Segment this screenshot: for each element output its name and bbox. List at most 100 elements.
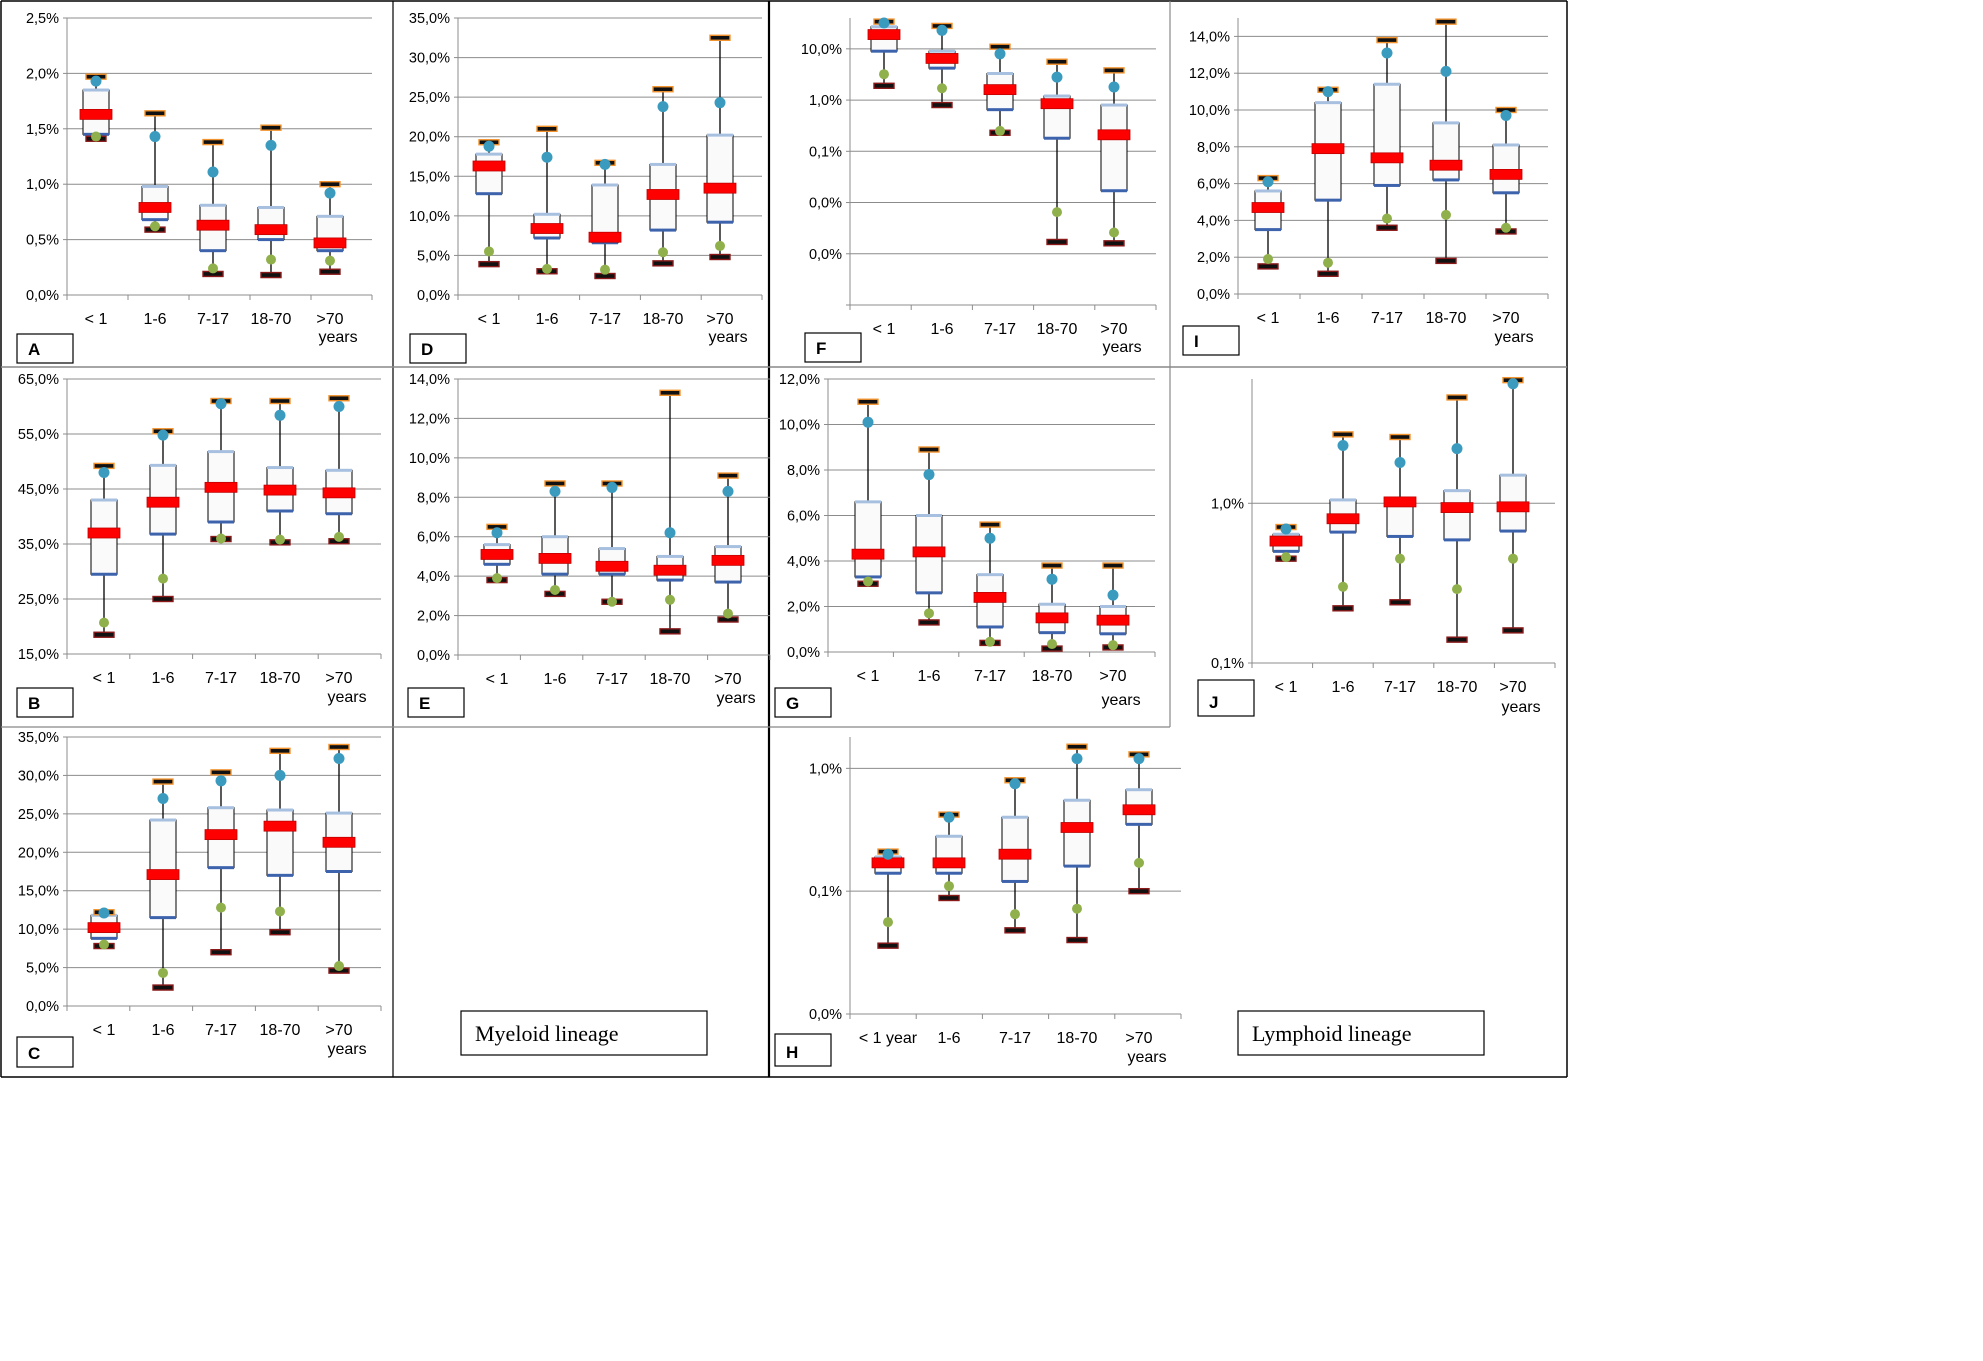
- q1-marker: [936, 871, 962, 875]
- q3-marker: [707, 133, 733, 137]
- panel-letter-box: [16, 687, 74, 718]
- p5-point: [1382, 213, 1392, 224]
- panel-letter-box: [16, 1036, 74, 1068]
- q1-marker: [326, 870, 352, 873]
- x-unit-label: years: [1101, 692, 1140, 709]
- x-unit-label: years: [327, 689, 366, 706]
- p95-point: [207, 166, 219, 178]
- box-3: [1370, 36, 1404, 231]
- y-tick-label: 0,1%: [809, 144, 842, 160]
- box-5: [322, 743, 356, 974]
- p5-point: [1508, 553, 1518, 564]
- y-tick-label: 0,1%: [809, 884, 842, 900]
- p95-point: [1500, 110, 1512, 122]
- x-unit-label: years: [1127, 1049, 1166, 1066]
- median-bar: [588, 231, 622, 243]
- x-category-label: >70: [1100, 321, 1127, 338]
- q1-marker: [1433, 178, 1459, 182]
- x-category-label: 18-70: [1426, 310, 1467, 327]
- q1-marker: [1500, 529, 1526, 533]
- q1-marker: [1101, 189, 1127, 193]
- y-tick-label: 4,0%: [1197, 213, 1230, 229]
- min-cap: [260, 271, 282, 279]
- x-category-label: 18-70: [1037, 321, 1078, 338]
- panel-f: 0,0% 0,0% 0,1% 1,0% 10,0% < 1 1-6 7-17 18-70 >70y…: [801, 17, 1157, 363]
- y-tick-label: 35,0%: [409, 11, 450, 27]
- x-category-label: 1-6: [151, 670, 174, 687]
- x-category-label: 1-6: [930, 321, 953, 338]
- p95-point: [149, 131, 161, 143]
- box-2: [1311, 86, 1345, 277]
- max-cap: [202, 138, 224, 146]
- min-cap: [319, 268, 341, 275]
- p95-point: [1108, 81, 1120, 93]
- q1-marker: [1255, 228, 1281, 232]
- q1-marker: [484, 562, 510, 566]
- p5-point: [1441, 209, 1451, 220]
- panel-letter-box: [804, 332, 862, 363]
- min-cap: [659, 628, 681, 635]
- min-cap: [918, 619, 940, 626]
- q3-marker: [267, 466, 293, 470]
- y-tick-label: 0,0%: [417, 648, 450, 664]
- q1-marker: [150, 916, 176, 920]
- min-cap: [269, 929, 291, 936]
- lymphoid-lineage-box: Lymphoid lineage: [1237, 1010, 1485, 1056]
- x-category-label: < 1: [873, 321, 896, 338]
- panel-grid-lines: [0, 0, 1568, 1078]
- box-1: [1251, 174, 1285, 270]
- panel-letter-box: [774, 1033, 832, 1067]
- q3-marker: [1064, 798, 1090, 802]
- median-bar: [538, 553, 572, 564]
- y-tick-label: 10,0%: [409, 209, 450, 225]
- max-cap: [717, 472, 739, 479]
- p5-point: [1108, 640, 1118, 651]
- p95-point: [1107, 589, 1119, 601]
- y-tick-label: 15,0%: [18, 884, 59, 900]
- max-cap: [144, 110, 166, 117]
- p95-point: [714, 97, 726, 109]
- q3-marker: [592, 183, 618, 187]
- median-bar: [998, 848, 1032, 860]
- q1-marker: [208, 866, 234, 870]
- p95-point: [1394, 457, 1406, 469]
- y-tick-label: 2,0%: [787, 600, 820, 616]
- x-category-label: 7-17: [205, 670, 237, 687]
- box-1: [87, 462, 121, 638]
- min-cap: [152, 595, 174, 603]
- x-category-label: 1-6: [543, 671, 566, 688]
- max-cap: [857, 398, 879, 405]
- q1-marker: [1374, 183, 1400, 187]
- y-tick-label: 8,0%: [1197, 140, 1230, 156]
- median-bar: [472, 160, 506, 172]
- y-tick-label: 5,0%: [417, 248, 450, 264]
- median-bar: [480, 549, 514, 560]
- q3-marker: [1330, 498, 1356, 502]
- panel-letter: J: [1209, 693, 1218, 712]
- box-2: [146, 778, 180, 991]
- p5-point: [1281, 552, 1291, 563]
- q1-marker: [1444, 538, 1470, 542]
- p5-point: [1263, 254, 1273, 265]
- p95-point: [936, 24, 948, 36]
- box-plot-figure: 0,0% 0,5% 1,0% 1,5% 2,0% 2,5% < 1 1-6 7-17 18-70 >…: [0, 0, 1568, 1078]
- x-category-label: >70: [1492, 310, 1519, 327]
- box-iqr: [706, 134, 734, 223]
- p5-point: [492, 573, 502, 584]
- q1-marker: [1100, 632, 1126, 636]
- y-tick-label: 1,0%: [809, 93, 842, 109]
- box-1: [1269, 523, 1303, 563]
- p95-point: [98, 907, 110, 919]
- max-cap: [1102, 562, 1124, 569]
- q3-marker: [91, 498, 117, 502]
- p5-point: [723, 608, 733, 619]
- x-category-label: 7-17: [999, 1030, 1031, 1047]
- y-tick-label: 2,5%: [26, 11, 59, 27]
- p5-point: [1052, 207, 1062, 218]
- max-cap: [544, 480, 566, 487]
- y-tick-label: 35,0%: [18, 730, 59, 746]
- min-cap: [1435, 257, 1457, 265]
- box-5: [313, 180, 347, 275]
- p5-point: [1338, 581, 1348, 592]
- q3-marker: [267, 808, 293, 812]
